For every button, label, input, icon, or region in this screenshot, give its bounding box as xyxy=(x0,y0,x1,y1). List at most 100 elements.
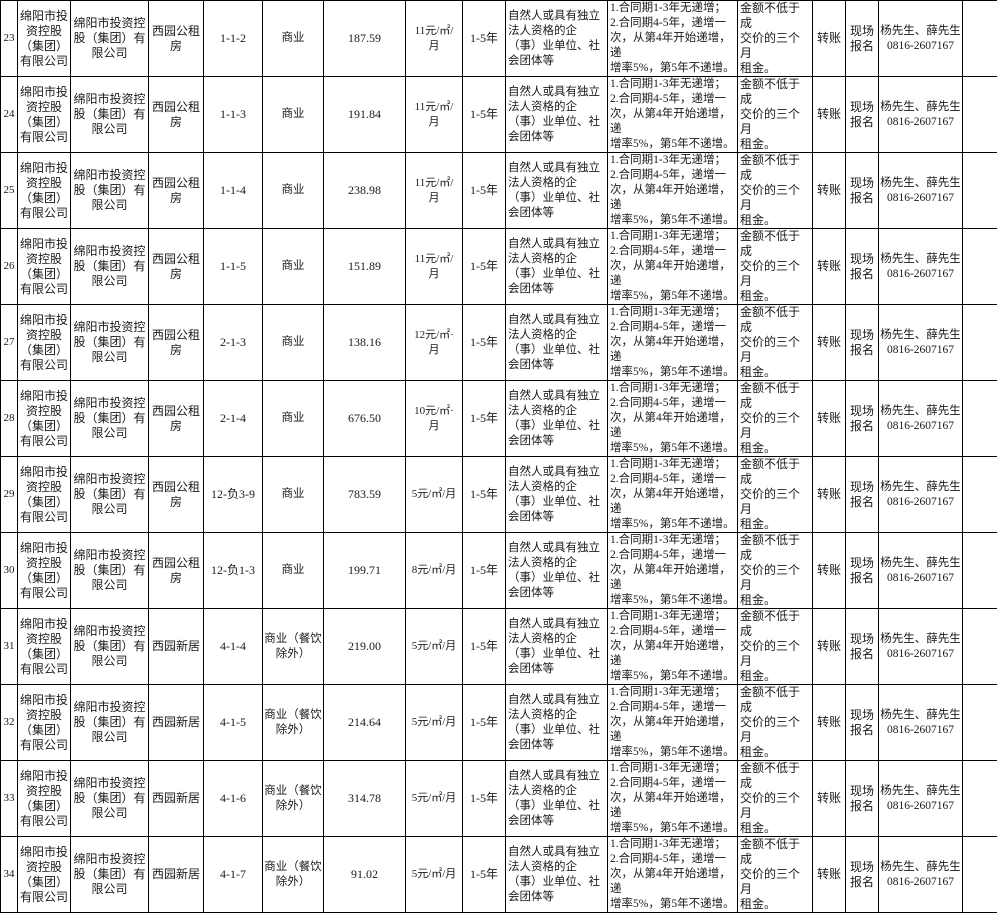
cell-empty xyxy=(963,1,997,77)
cell-deposit-requirement: 金额不低于成 交价的三个月 租金。 xyxy=(738,153,813,229)
cell-usage-type: 商业（餐饮 除外） xyxy=(263,685,324,761)
cell-unit-number: 12-负1-3 xyxy=(204,533,263,609)
cell-usage-type: 商业 xyxy=(263,381,324,457)
cell-row-number: 27 xyxy=(1,305,18,381)
cell-payment-method: 转账 xyxy=(813,305,846,381)
cell-unit-number: 4-1-4 xyxy=(204,609,263,685)
cell-owner-full: 绵阳市投资控 股（集团）有 限公司 xyxy=(71,229,149,305)
cell-registration-method: 现场 报名 xyxy=(846,153,879,229)
cell-lease-term: 1-5年 xyxy=(463,685,506,761)
cell-empty xyxy=(963,229,997,305)
cell-bidder-qualification: 自然人或具有独立 法人资格的企 （事）业单位、社 会团体等 xyxy=(506,837,608,913)
cell-row-number: 33 xyxy=(1,761,18,837)
table-row: 25 绵阳市投 资控股 （集团） 有限公司 绵阳市投资控 股（集团）有 限公司 … xyxy=(1,153,997,229)
cell-unit-number: 1-1-3 xyxy=(204,77,263,153)
cell-property-name: 西园新居 xyxy=(149,837,204,913)
cell-owner-short: 绵阳市投 资控股 （集团） 有限公司 xyxy=(18,533,71,609)
cell-contact-info: 杨先生、薛先生 0816-2607167 xyxy=(879,533,963,609)
cell-row-number: 34 xyxy=(1,837,18,913)
cell-owner-short: 绵阳市投 资控股 （集团） 有限公司 xyxy=(18,381,71,457)
cell-unit-number: 1-1-5 xyxy=(204,229,263,305)
cell-owner-short: 绵阳市投 资控股 （集团） 有限公司 xyxy=(18,77,71,153)
cell-usage-type: 商业 xyxy=(263,1,324,77)
cell-unit-number: 2-1-4 xyxy=(204,381,263,457)
cell-payment-method: 转账 xyxy=(813,77,846,153)
cell-payment-method: 转账 xyxy=(813,761,846,837)
cell-owner-short: 绵阳市投 资控股 （集团） 有限公司 xyxy=(18,837,71,913)
cell-area-sqm: 138.16 xyxy=(324,305,406,381)
cell-usage-type: 商业 xyxy=(263,229,324,305)
cell-rent-price: 11元/㎡/ 月 xyxy=(406,77,463,153)
cell-usage-type: 商业（餐饮 除外） xyxy=(263,761,324,837)
cell-unit-number: 2-1-3 xyxy=(204,305,263,381)
cell-rent-increase-terms: 1.合同期1-3年无递增； 2.合同期4-5年，递增一 次，从第4年开始递增，递… xyxy=(608,229,738,305)
cell-bidder-qualification: 自然人或具有独立 法人资格的企 （事）业单位、社 会团体等 xyxy=(506,153,608,229)
cell-unit-number: 4-1-5 xyxy=(204,685,263,761)
cell-lease-term: 1-5年 xyxy=(463,77,506,153)
cell-owner-short: 绵阳市投 资控股 （集团） 有限公司 xyxy=(18,229,71,305)
cell-rent-price: 11元/㎡/ 月 xyxy=(406,229,463,305)
cell-usage-type: 商业（餐饮 除外） xyxy=(263,609,324,685)
cell-property-name: 西园新居 xyxy=(149,761,204,837)
cell-contact-info: 杨先生、薛先生 0816-2607167 xyxy=(879,457,963,533)
cell-row-number: 28 xyxy=(1,381,18,457)
cell-rent-price: 10元/㎡· 月 xyxy=(406,381,463,457)
cell-registration-method: 现场 报名 xyxy=(846,305,879,381)
cell-area-sqm: 238.98 xyxy=(324,153,406,229)
cell-rent-price: 5元/㎡/月 xyxy=(406,685,463,761)
cell-property-name: 西园公租 房 xyxy=(149,533,204,609)
cell-payment-method: 转账 xyxy=(813,609,846,685)
cell-lease-term: 1-5年 xyxy=(463,837,506,913)
cell-row-number: 32 xyxy=(1,685,18,761)
cell-bidder-qualification: 自然人或具有独立 法人资格的企 （事）业单位、社 会团体等 xyxy=(506,533,608,609)
cell-payment-method: 转账 xyxy=(813,685,846,761)
cell-payment-method: 转账 xyxy=(813,457,846,533)
cell-owner-full: 绵阳市投资控 股（集团）有 限公司 xyxy=(71,533,149,609)
cell-deposit-requirement: 金额不低于成 交价的三个月 租金。 xyxy=(738,761,813,837)
cell-row-number: 29 xyxy=(1,457,18,533)
cell-property-name: 西园新居 xyxy=(149,609,204,685)
cell-payment-method: 转账 xyxy=(813,153,846,229)
cell-deposit-requirement: 金额不低于成 交价的三个月 租金。 xyxy=(738,305,813,381)
cell-rent-increase-terms: 1.合同期1-3年无递增； 2.合同期4-5年，递增一 次，从第4年开始递增，递… xyxy=(608,1,738,77)
cell-lease-term: 1-5年 xyxy=(463,457,506,533)
cell-area-sqm: 314.78 xyxy=(324,761,406,837)
cell-usage-type: 商业 xyxy=(263,153,324,229)
cell-rent-price: 5元/㎡/月 xyxy=(406,761,463,837)
cell-rent-increase-terms: 1.合同期1-3年无递增； 2.合同期4-5年，递增一 次，从第4年开始递增，递… xyxy=(608,305,738,381)
cell-lease-term: 1-5年 xyxy=(463,153,506,229)
cell-registration-method: 现场 报名 xyxy=(846,229,879,305)
table-row: 23 绵阳市投 资控股 （集团） 有限公司 绵阳市投资控 股（集团）有 限公司 … xyxy=(1,1,997,77)
cell-rent-increase-terms: 1.合同期1-3年无递增； 2.合同期4-5年，递增一 次，从第4年开始递增，递… xyxy=(608,533,738,609)
cell-property-name: 西园公租 房 xyxy=(149,229,204,305)
table-row: 31 绵阳市投 资控股 （集团） 有限公司 绵阳市投资控 股（集团）有 限公司 … xyxy=(1,609,997,685)
cell-rent-price: 5元/㎡/月 xyxy=(406,457,463,533)
cell-contact-info: 杨先生、薛先生 0816-2607167 xyxy=(879,381,963,457)
cell-owner-short: 绵阳市投 资控股 （集团） 有限公司 xyxy=(18,305,71,381)
cell-rent-price: 11元/㎡/ 月 xyxy=(406,153,463,229)
cell-area-sqm: 151.89 xyxy=(324,229,406,305)
cell-area-sqm: 199.71 xyxy=(324,533,406,609)
cell-usage-type: 商业（餐饮 除外） xyxy=(263,837,324,913)
cell-rent-increase-terms: 1.合同期1-3年无递增； 2.合同期4-5年，递增一 次，从第4年开始递增，递… xyxy=(608,761,738,837)
cell-deposit-requirement: 金额不低于成 交价的三个月 租金。 xyxy=(738,229,813,305)
cell-row-number: 23 xyxy=(1,1,18,77)
cell-lease-term: 1-5年 xyxy=(463,229,506,305)
cell-lease-term: 1-5年 xyxy=(463,533,506,609)
cell-contact-info: 杨先生、薛先生 0816-2607167 xyxy=(879,685,963,761)
cell-lease-term: 1-5年 xyxy=(463,609,506,685)
cell-bidder-qualification: 自然人或具有独立 法人资格的企 （事）业单位、社 会团体等 xyxy=(506,381,608,457)
cell-rent-increase-terms: 1.合同期1-3年无递增； 2.合同期4-5年，递增一 次，从第4年开始递增，递… xyxy=(608,153,738,229)
cell-row-number: 26 xyxy=(1,229,18,305)
cell-deposit-requirement: 金额不低于成 交价的三个月 租金。 xyxy=(738,77,813,153)
cell-area-sqm: 676.50 xyxy=(324,381,406,457)
cell-deposit-requirement: 金额不低于成 交价的三个月 租金。 xyxy=(738,381,813,457)
cell-owner-short: 绵阳市投 资控股 （集团） 有限公司 xyxy=(18,761,71,837)
cell-deposit-requirement: 金额不低于成 交价的三个月 租金。 xyxy=(738,1,813,77)
cell-unit-number: 1-1-2 xyxy=(204,1,263,77)
table-row: 32 绵阳市投 资控股 （集团） 有限公司 绵阳市投资控 股（集团）有 限公司 … xyxy=(1,685,997,761)
cell-owner-full: 绵阳市投资控 股（集团）有 限公司 xyxy=(71,685,149,761)
cell-bidder-qualification: 自然人或具有独立 法人资格的企 （事）业单位、社 会团体等 xyxy=(506,1,608,77)
cell-bidder-qualification: 自然人或具有独立 法人资格的企 （事）业单位、社 会团体等 xyxy=(506,685,608,761)
